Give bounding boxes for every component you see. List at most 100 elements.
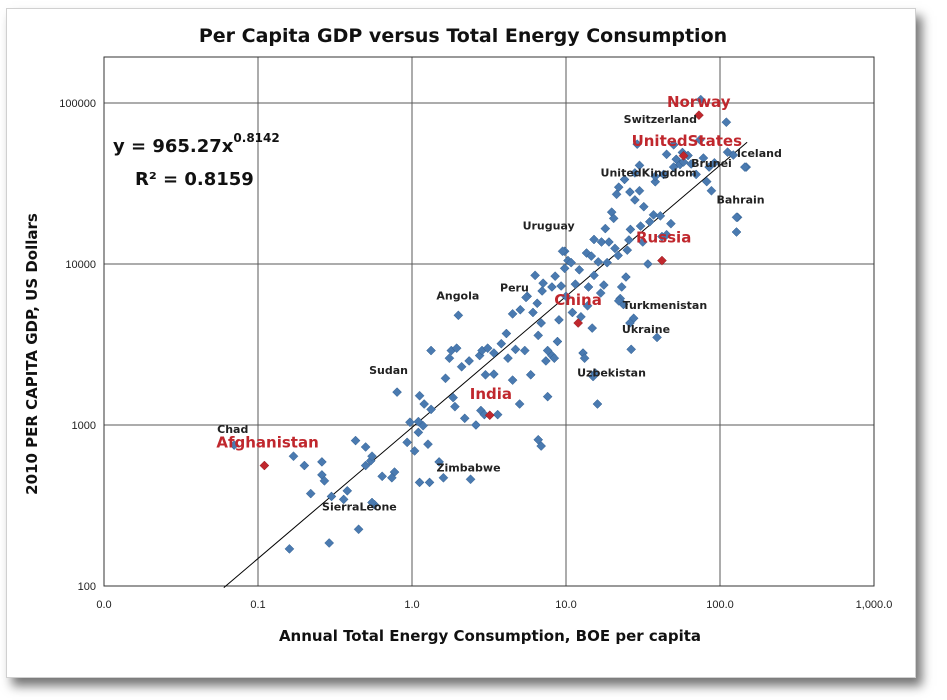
y-tick-label: 100 [78,581,96,593]
data-point [353,524,364,535]
data-point [367,451,377,462]
data-point [625,187,635,197]
data-point [305,488,316,499]
data-point [630,195,640,205]
highlighted-points [259,110,704,471]
data-point [589,270,599,281]
data-point [519,345,530,356]
data-point [448,392,458,403]
data-point [317,457,327,467]
grid-lines [104,57,874,586]
data-point [622,245,633,255]
data-point [593,257,604,267]
country-label: Bahrain [717,193,765,206]
data-point [691,169,701,180]
data-point [610,243,620,254]
data-point [538,278,548,289]
data-point [453,310,464,321]
data-point [438,472,449,483]
data-point [613,296,624,306]
data-point [405,417,415,428]
data-point [367,497,377,508]
data-point [561,291,571,302]
data-point [326,491,337,502]
data-point [619,174,630,185]
data-point [709,157,720,168]
data-point [409,446,420,456]
data-point [655,211,666,221]
data-point [510,344,521,355]
data-point [613,250,623,261]
y-tick-label: 10000 [65,259,96,271]
data-point [566,257,577,268]
data-point [496,338,507,349]
data-point [731,227,742,237]
data-point [621,272,631,282]
data-point [424,477,435,488]
data-point [626,344,637,355]
highlight-label: Russia [636,229,691,247]
data-point [638,201,649,212]
data-point [728,150,739,160]
data-point [625,318,635,328]
data-point [503,353,513,364]
data-point [695,135,705,145]
data-point [402,437,412,448]
data-point [456,361,467,372]
x-tick-label: 1,000.0 [856,599,893,611]
data-point [650,176,661,187]
highlight-label: India [470,385,512,403]
data-point [549,353,560,364]
data-point [413,427,424,438]
data-point [528,307,538,318]
data-point [731,212,742,223]
data-point [507,309,518,319]
data-point [602,257,612,268]
data-point [701,176,712,187]
data-point [625,224,636,235]
data-point [514,399,525,409]
data-point [661,149,672,160]
highlight-label: China [554,291,602,309]
data-point [648,209,659,220]
data-point [596,237,607,247]
data-point [360,460,371,471]
data-point [536,318,547,328]
data-point [666,218,676,229]
data-point [586,251,597,261]
data-point [413,416,424,427]
data-point [482,343,493,354]
data-point [637,237,648,247]
country-label: Ukraine [622,323,670,336]
trend-equation-exponent: 0.8142 [233,131,279,145]
data-point [600,223,611,234]
country-label: Peru [500,281,529,294]
data-point [533,330,544,341]
data-point [414,390,425,401]
data-point [451,343,462,354]
data-point [592,399,603,409]
data-point [624,235,634,245]
data-point [589,234,599,245]
data-point [324,538,335,548]
data-point [342,485,353,496]
scatter-chart: 0.0 0.1 1.0 10.0 100.0 1,000.0 10010001000010… [23,25,893,645]
highlight-point [484,410,495,421]
x-tick-label: 0.0 [96,599,111,611]
data-point [507,375,518,385]
country-label: Iceland [737,147,782,160]
data-point [299,460,310,471]
data-point [465,474,476,485]
data-point [547,282,557,292]
data-point [658,169,669,180]
trend-equation: y = 965.27x0.8142 [113,131,280,157]
data-point [541,356,551,366]
data-point [537,286,547,296]
data-point [360,442,371,452]
highlight-point [694,110,704,121]
country-label: Sudan [369,364,408,377]
data-point [634,160,645,171]
data-point [459,413,470,424]
x-axis-title: Annual Total Energy Consumption, BOE per… [279,627,701,645]
data-point [426,345,436,356]
